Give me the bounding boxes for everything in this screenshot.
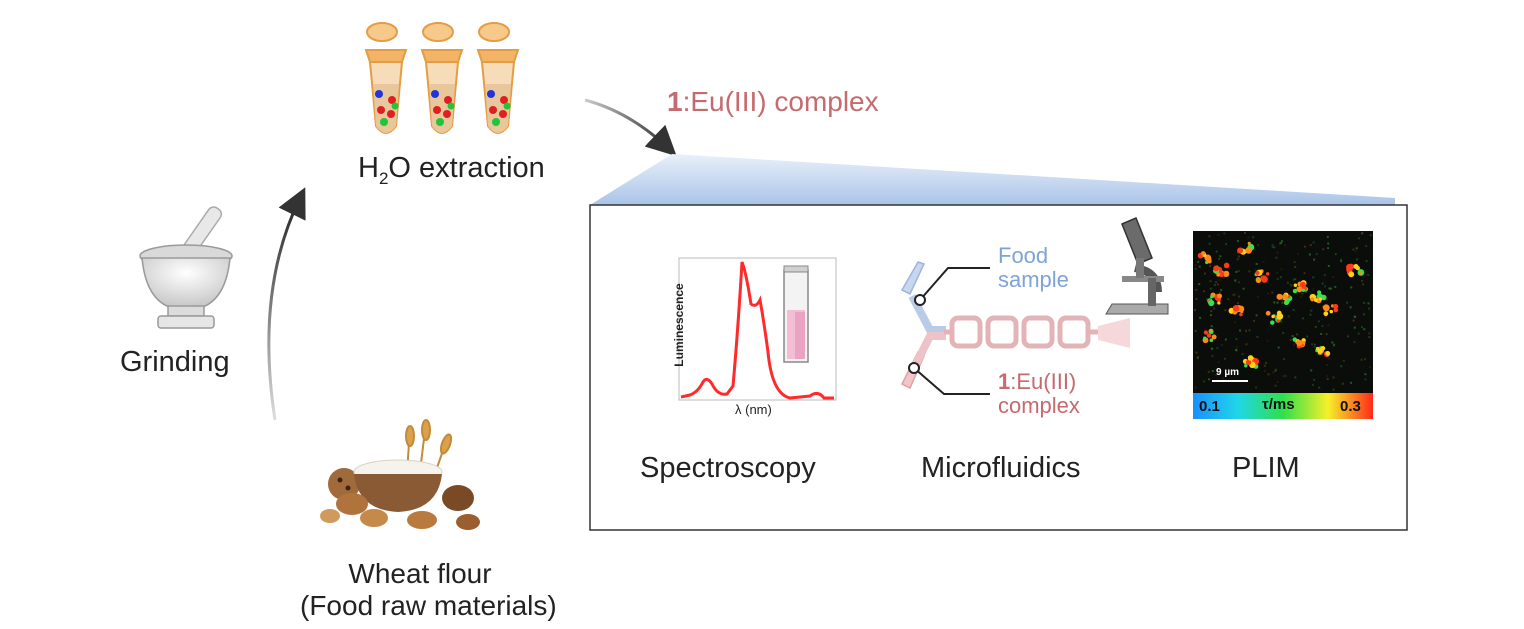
microfluidics-label: Microfluidics [921,452,1081,484]
grinding-label: Grinding [120,346,230,378]
microcentrifuge-tube-icon [364,22,408,134]
raw-materials-label: Wheat flour (Food raw materials) [300,558,557,621]
plim-colorbar [1193,393,1373,419]
colorbar-title: τ/ms [1262,396,1295,413]
spectroscopy-label: Spectroscopy [640,452,816,484]
mortar-pestle-icon [139,206,233,329]
tube-group [364,22,520,134]
extraction-label: H2O extraction [358,152,545,188]
plim-cells [1197,241,1365,369]
microcentrifuge-tube-icon [420,22,464,134]
spectrum-ylabel: Luminescence [672,283,686,367]
complex-label: 1:Eu(III) complex [667,86,879,117]
spectrum-plot [678,257,837,401]
food-sample-label: Food sample [998,243,1069,292]
spectrum-xlabel: λ (nm) [735,402,772,417]
spectrum-curve [680,261,834,400]
flour-bowl-icon [320,419,480,530]
microcentrifuge-tube-icon [476,22,520,134]
microscope-icon [1105,217,1169,315]
colorbar-min: 0.1 [1199,398,1220,415]
cuvette-icon [783,265,809,363]
arrow-icon [267,187,306,421]
plim-scale-label: 9 µm [1216,367,1239,378]
plim-label: PLIM [1232,452,1300,484]
zoom-fan [590,154,1395,205]
colorbar-max: 0.3 [1340,398,1361,415]
microfluidic-chip [900,261,1130,395]
plim-image [1193,231,1373,419]
arrow-icon [584,98,677,157]
complex-reagent-label: 1:Eu(III) complex [998,369,1080,418]
